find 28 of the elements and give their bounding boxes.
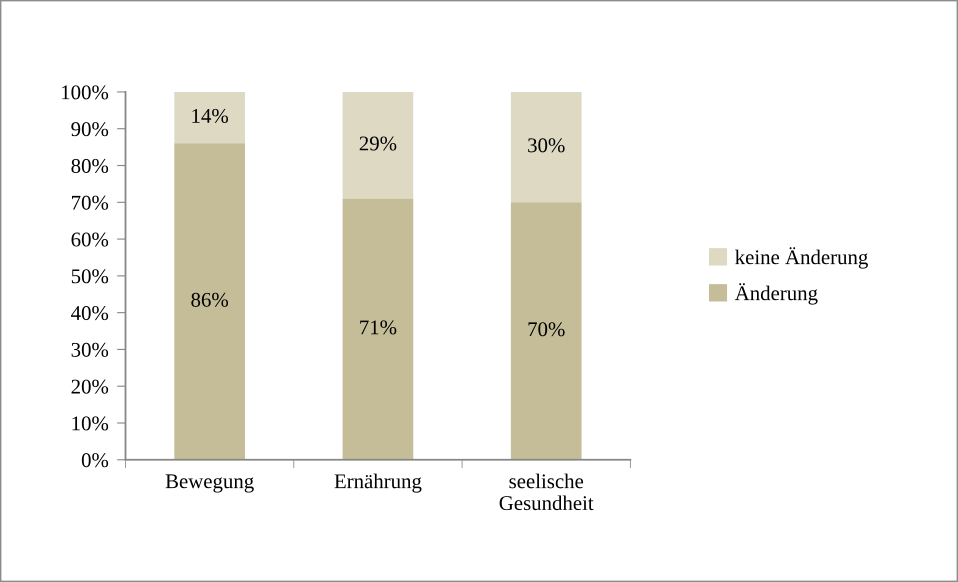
y-tick-label: 80% (71, 158, 108, 174)
bar (510, 202, 582, 460)
y-tick-label: 10% (72, 416, 108, 430)
bar (510, 92, 582, 202)
bar (342, 198, 414, 460)
legend-label: keine Änderung (735, 247, 868, 269)
x-tick-label: Bewegung (166, 474, 254, 493)
y-tick-label: 20% (72, 380, 108, 394)
bar (342, 92, 414, 199)
legend-label: Änderung (734, 283, 818, 305)
y-tick-label: 70% (72, 196, 108, 210)
y-tick-label: 30% (72, 342, 108, 357)
y-tick-label: 90% (71, 122, 108, 136)
y-tick-label: 0% (82, 453, 108, 468)
data-label: 86% (191, 292, 228, 307)
x-tick-label: seelische Gesundheit (500, 474, 594, 510)
data-label: 30% (528, 138, 565, 152)
data-label: 14% (192, 108, 228, 123)
y-tick-label: 50% (72, 269, 108, 284)
x-tick-label: Ernährung (334, 474, 422, 493)
y-tick-label: 60% (72, 232, 108, 247)
y-tick-label: 40% (71, 306, 108, 320)
bar (174, 143, 245, 460)
y-tick-label: 100% (62, 85, 108, 100)
bar (174, 92, 245, 144)
data-label: 70% (528, 322, 565, 336)
data-label: 29% (360, 136, 396, 151)
data-label: 71% (360, 320, 396, 334)
